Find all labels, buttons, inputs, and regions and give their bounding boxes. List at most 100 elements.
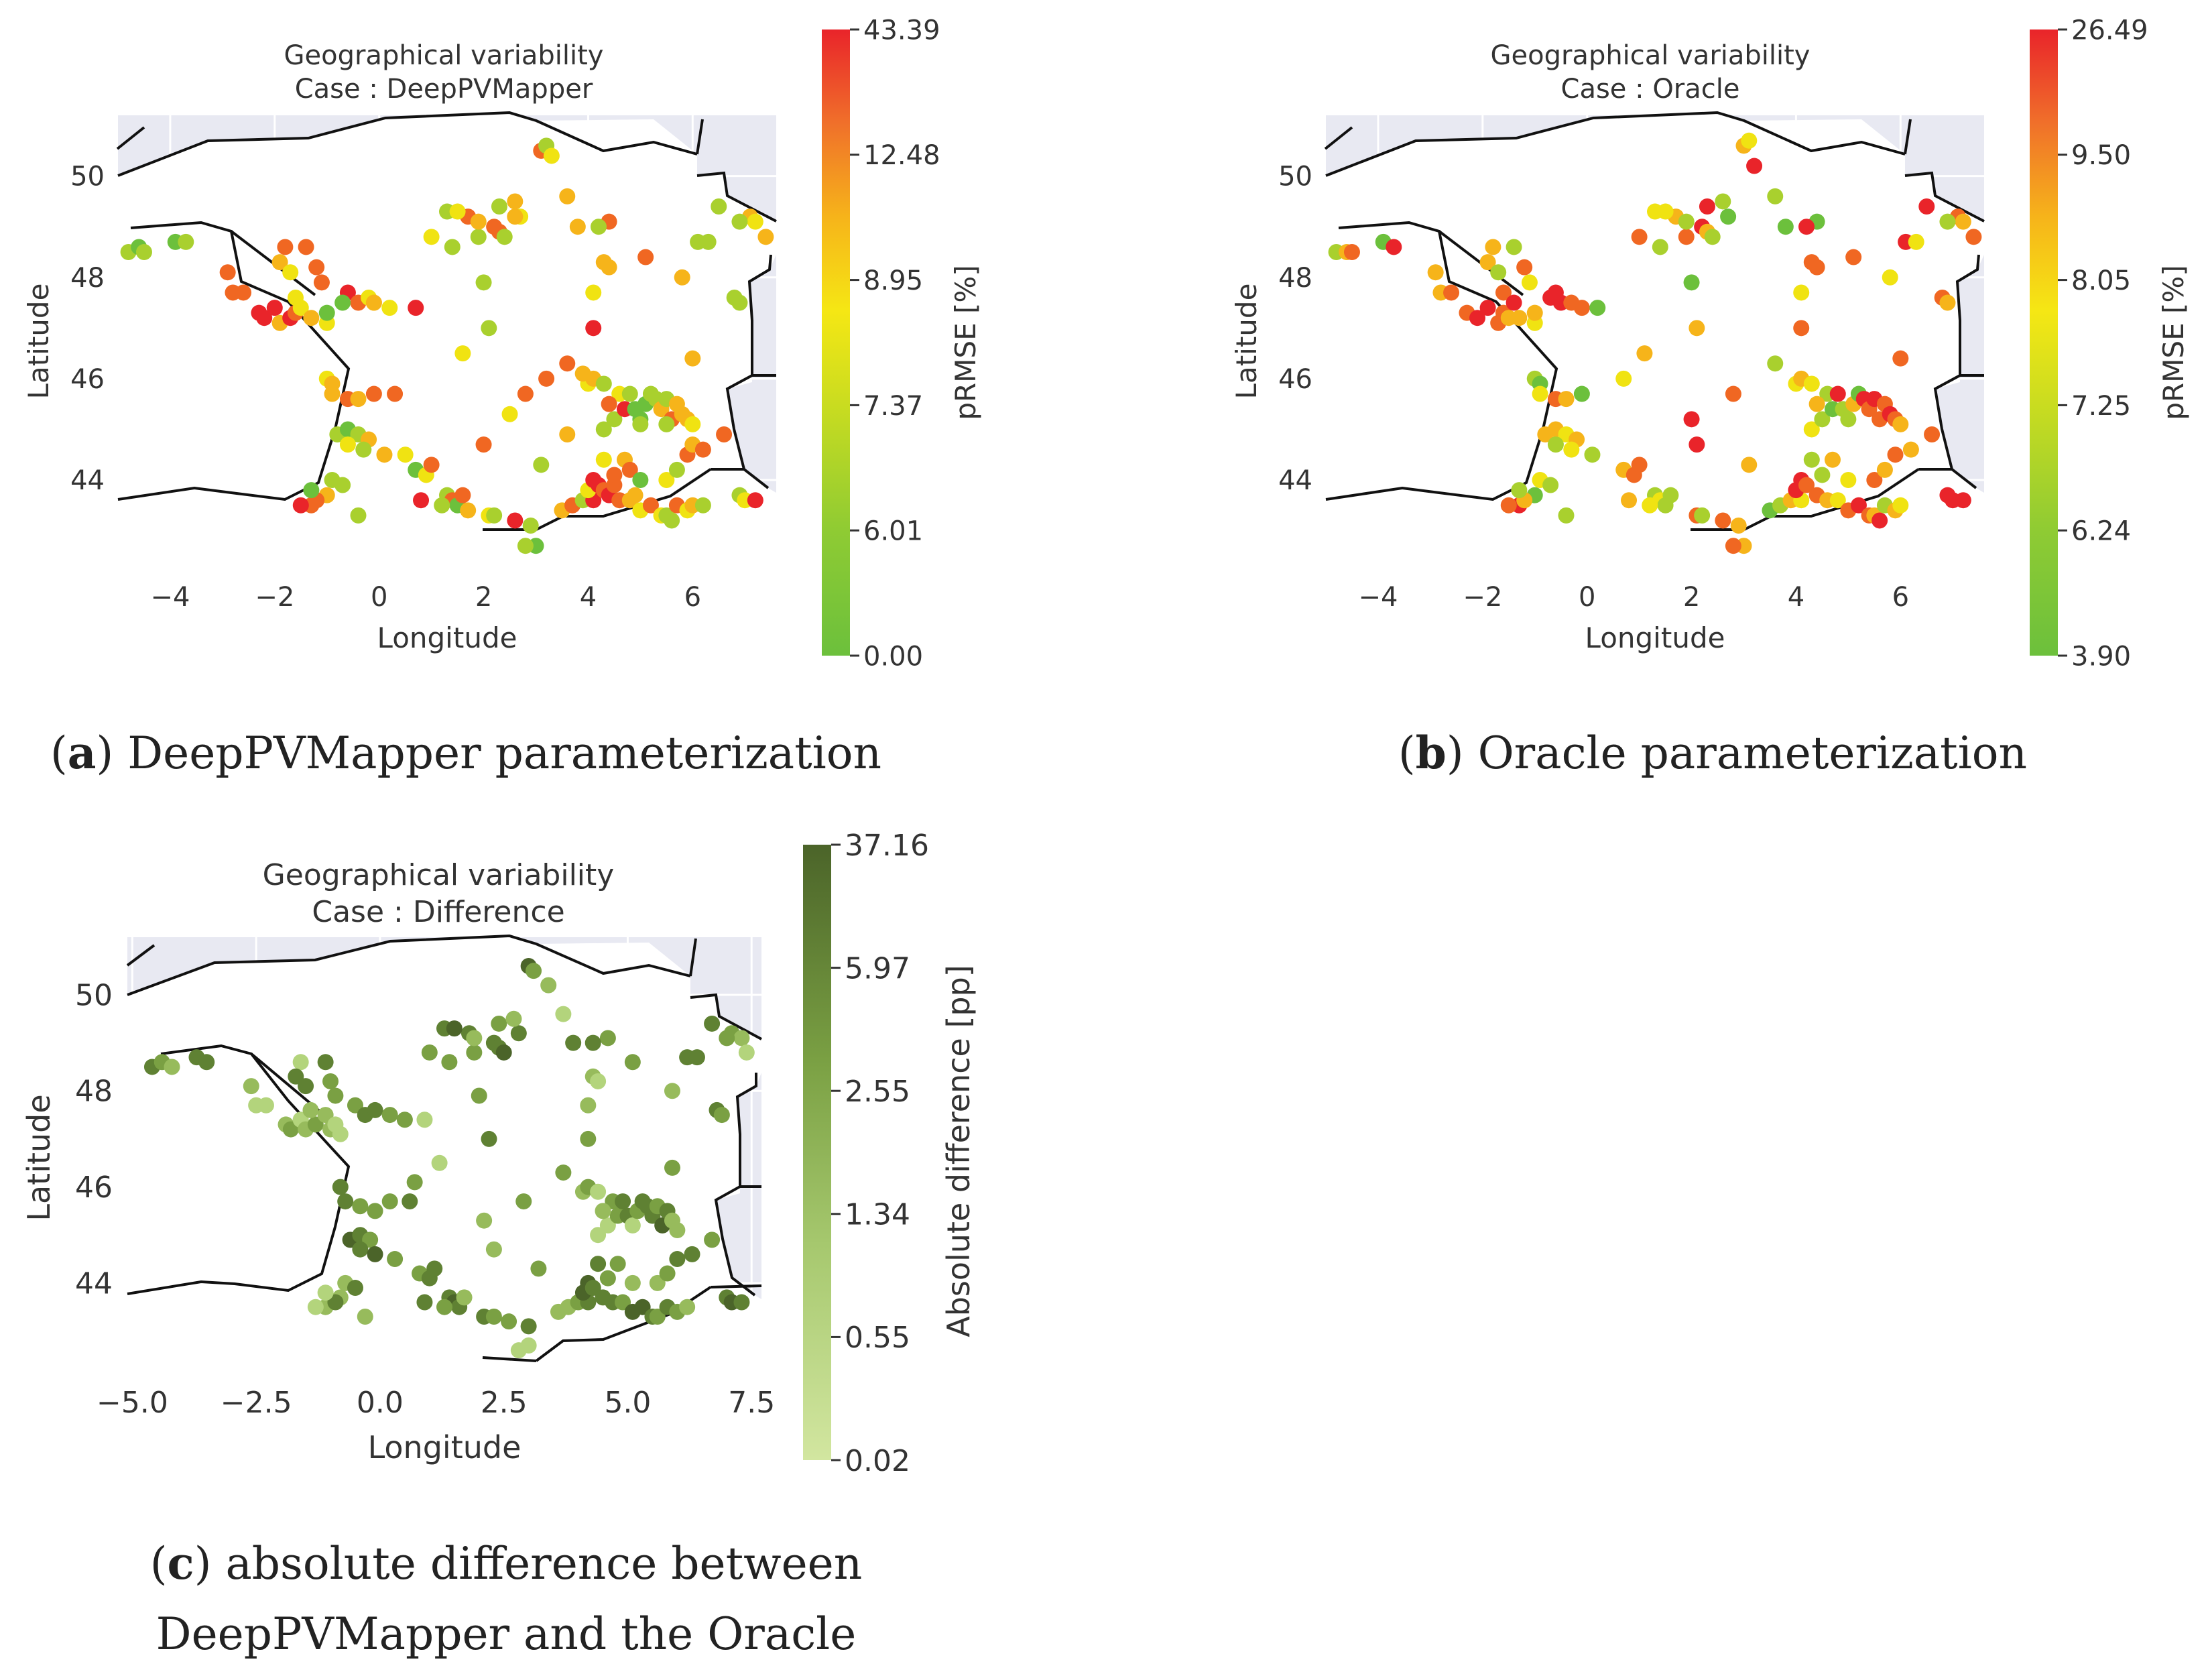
- data-point: [1777, 219, 1794, 235]
- x-tick-label: −2: [255, 582, 294, 613]
- data-point: [387, 1251, 404, 1268]
- data-point: [1939, 294, 1956, 311]
- panel-b-xticks: −4 −2 0 2 4 6: [1358, 582, 1909, 613]
- colorbar-tick-label: 26.49: [2071, 15, 2148, 46]
- data-point: [423, 457, 440, 473]
- data-point: [1683, 411, 1700, 428]
- data-point: [501, 1313, 517, 1330]
- data-point: [1636, 345, 1653, 362]
- x-tick-label: 6: [684, 582, 701, 613]
- data-point: [454, 345, 471, 362]
- data-point: [624, 1274, 641, 1291]
- data-point: [298, 1078, 314, 1095]
- data-point: [307, 1116, 324, 1133]
- data-point: [1814, 467, 1831, 483]
- data-point: [434, 497, 450, 514]
- data-point: [313, 274, 330, 291]
- data-point: [621, 385, 638, 402]
- caption-a-text: DeepPVMapper parameterization: [127, 727, 881, 779]
- caption-c-line2: DeepPVMapper and the Oracle: [156, 1608, 857, 1660]
- data-point: [1808, 259, 1825, 276]
- data-point: [1720, 208, 1737, 225]
- data-point: [327, 1087, 344, 1104]
- data-point: [1615, 370, 1632, 387]
- data-point: [634, 1299, 651, 1315]
- data-point: [658, 416, 675, 432]
- data-point: [416, 1112, 433, 1128]
- panel-a-borders: [116, 111, 777, 531]
- x-tick-label: −5.0: [97, 1386, 168, 1420]
- data-point: [1798, 477, 1815, 493]
- x-tick-label: 0: [371, 582, 387, 613]
- data-point: [397, 446, 414, 463]
- panel-c-borders: [126, 934, 762, 1362]
- data-point: [624, 1217, 641, 1234]
- y-tick-label: 48: [70, 263, 105, 294]
- data-point: [367, 1101, 383, 1118]
- data-point: [590, 1073, 607, 1089]
- data-point: [362, 1232, 379, 1248]
- data-point: [1427, 264, 1444, 281]
- data-point: [565, 1034, 582, 1051]
- data-point: [1506, 294, 1522, 311]
- data-point: [277, 239, 294, 255]
- panel-b-title-line2: Case : Oracle: [1561, 74, 1740, 105]
- caption-c-letter: c: [168, 1537, 194, 1589]
- y-tick-label: 44: [70, 465, 105, 496]
- data-point: [517, 538, 534, 554]
- data-point: [569, 219, 586, 235]
- data-point: [757, 229, 774, 245]
- y-tick-label: 44: [75, 1266, 113, 1301]
- x-tick-label: 7.5: [728, 1386, 775, 1420]
- data-point: [334, 477, 351, 493]
- panel-b-ylabel: Latitude: [1230, 284, 1263, 400]
- data-point: [266, 300, 283, 316]
- data-point: [365, 385, 382, 402]
- colorbar-tick-label: 9.50: [2071, 140, 2131, 171]
- data-point: [601, 259, 617, 276]
- data-point: [495, 1044, 512, 1061]
- data-point: [615, 1193, 631, 1210]
- data-point: [555, 1164, 572, 1181]
- data-point: [367, 1246, 383, 1262]
- data-point: [327, 1116, 344, 1133]
- data-point: [1495, 284, 1512, 301]
- data-point: [590, 1227, 607, 1244]
- data-point: [1490, 264, 1507, 281]
- data-point: [590, 1256, 607, 1272]
- data-point: [609, 1256, 626, 1272]
- data-point: [466, 1044, 483, 1061]
- panel-a-colorbar: [822, 29, 850, 656]
- data-point: [559, 355, 576, 372]
- data-point: [1741, 132, 1758, 149]
- data-point: [591, 219, 607, 235]
- colorbar-tick-label: 8.05: [2071, 265, 2131, 296]
- data-point: [1872, 512, 1888, 529]
- colorbar-tick-label: 5.97: [845, 951, 910, 985]
- data-point: [485, 1241, 502, 1258]
- data-point: [475, 436, 492, 453]
- data-point: [431, 1154, 448, 1171]
- data-point: [1573, 300, 1590, 316]
- x-tick-label: −2: [1463, 582, 1502, 613]
- panel-a-yticks: 44 46 48 50: [70, 162, 105, 496]
- data-point: [318, 304, 335, 321]
- x-tick-label: 0.0: [357, 1386, 404, 1420]
- data-point: [694, 497, 711, 514]
- data-point: [282, 1121, 299, 1138]
- y-tick-label: 46: [70, 364, 105, 395]
- colorbar-tick-label: 3.90: [2071, 641, 2131, 672]
- data-point: [475, 274, 492, 291]
- data-point: [413, 492, 430, 509]
- data-point: [731, 213, 748, 230]
- data-point: [1662, 487, 1679, 503]
- data-point: [1840, 472, 1857, 488]
- data-point: [1918, 198, 1935, 215]
- caption-b: (b) Oracle parameterization: [1398, 727, 2027, 779]
- data-point: [303, 310, 320, 326]
- data-point: [704, 1015, 721, 1032]
- data-point: [1526, 304, 1543, 321]
- panel-a-ylabel: Latitude: [22, 284, 55, 400]
- panel-a: Geographical variability Case : DeepPVMa…: [22, 15, 982, 672]
- data-point: [456, 1289, 473, 1306]
